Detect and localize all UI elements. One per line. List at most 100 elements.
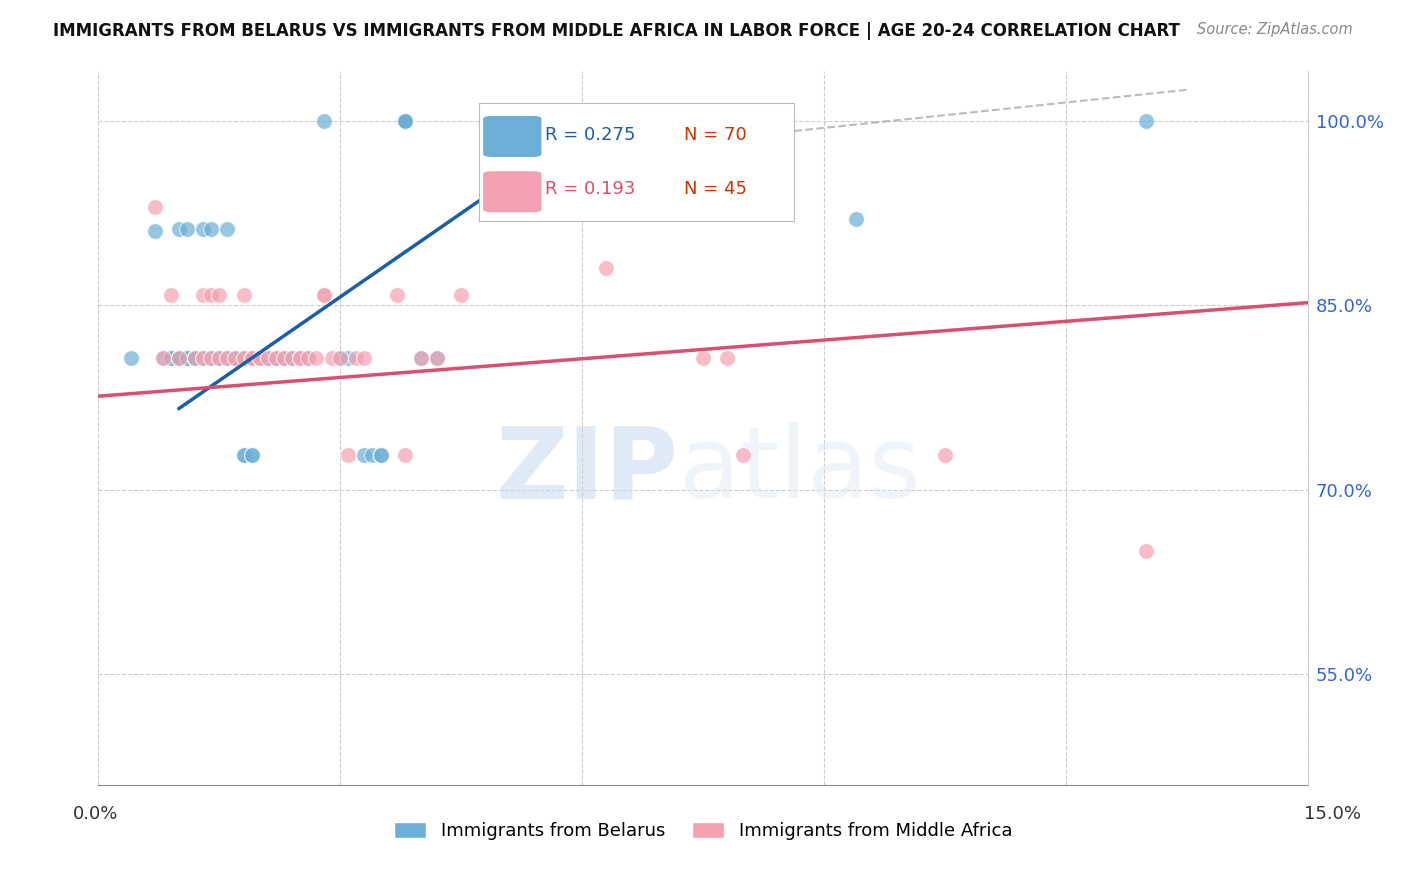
Point [217, 222, 239, 236]
Legend: Immigrants from Belarus, Immigrants from Middle Africa: Immigrants from Belarus, Immigrants from… [387, 814, 1019, 847]
Point [733, 448, 755, 462]
Point [353, 448, 375, 462]
Point [217, 351, 239, 365]
Point [208, 351, 231, 365]
Point [426, 351, 449, 365]
Text: 15.0%: 15.0% [1305, 805, 1361, 822]
Point [1135, 544, 1157, 558]
Point [934, 448, 956, 462]
Point [184, 351, 207, 365]
Point [249, 351, 271, 365]
Point [167, 351, 190, 365]
Point [249, 351, 271, 365]
Point [152, 351, 174, 365]
Point [394, 113, 416, 128]
Point [193, 288, 215, 302]
Point [361, 448, 384, 462]
Point [152, 351, 174, 365]
Point [200, 222, 222, 236]
Point [200, 351, 222, 365]
Point [217, 351, 239, 365]
Point [200, 351, 222, 365]
Point [200, 351, 222, 365]
Point [716, 351, 738, 365]
Point [184, 351, 207, 365]
Point [160, 351, 183, 365]
Text: 0.0%: 0.0% [73, 805, 118, 822]
Point [176, 222, 198, 236]
Point [337, 448, 360, 462]
Point [193, 222, 215, 236]
Point [256, 351, 278, 365]
Point [394, 113, 416, 128]
Point [143, 224, 166, 238]
Point [167, 351, 190, 365]
Point [297, 351, 319, 365]
Point [240, 448, 263, 462]
Point [281, 351, 304, 365]
Point [288, 351, 311, 365]
Point [394, 113, 416, 128]
Point [273, 351, 295, 365]
Point [184, 351, 207, 365]
Text: Source: ZipAtlas.com: Source: ZipAtlas.com [1197, 22, 1353, 37]
Point [224, 351, 246, 365]
Point [394, 113, 416, 128]
Point [314, 288, 336, 302]
Point [193, 351, 215, 365]
Point [845, 212, 868, 227]
Point [692, 351, 714, 365]
Point [240, 351, 263, 365]
Point [450, 288, 472, 302]
Point [232, 448, 254, 462]
Point [208, 351, 231, 365]
Point [256, 351, 278, 365]
Point [1135, 113, 1157, 128]
Point [256, 351, 278, 365]
Point [249, 351, 271, 365]
Point [370, 448, 392, 462]
Point [208, 288, 231, 302]
Point [409, 351, 432, 365]
Point [314, 288, 336, 302]
Point [224, 351, 246, 365]
Point [208, 351, 231, 365]
Point [314, 113, 336, 128]
Point [297, 351, 319, 365]
Point [232, 351, 254, 365]
Point [208, 351, 231, 365]
Point [160, 351, 183, 365]
Point [167, 222, 190, 236]
Point [273, 351, 295, 365]
Point [281, 351, 304, 365]
Point [200, 288, 222, 302]
Text: atlas: atlas [679, 423, 921, 519]
Point [143, 200, 166, 214]
Point [288, 351, 311, 365]
Text: IMMIGRANTS FROM BELARUS VS IMMIGRANTS FROM MIDDLE AFRICA IN LABOR FORCE | AGE 20: IMMIGRANTS FROM BELARUS VS IMMIGRANTS FR… [53, 22, 1180, 40]
Point [426, 351, 449, 365]
Point [249, 351, 271, 365]
Point [193, 351, 215, 365]
Point [409, 351, 432, 365]
Point [193, 351, 215, 365]
Point [184, 351, 207, 365]
Point [353, 351, 375, 365]
Point [208, 351, 231, 365]
Point [344, 351, 367, 365]
Point [232, 351, 254, 365]
Point [120, 351, 142, 365]
Point [193, 351, 215, 365]
Point [288, 351, 311, 365]
Point [264, 351, 287, 365]
Point [224, 351, 246, 365]
Point [273, 351, 295, 365]
Point [329, 351, 352, 365]
Point [232, 351, 254, 365]
Point [337, 351, 360, 365]
Point [200, 351, 222, 365]
Point [224, 351, 246, 365]
Point [595, 261, 617, 276]
Point [217, 351, 239, 365]
Point [184, 351, 207, 365]
